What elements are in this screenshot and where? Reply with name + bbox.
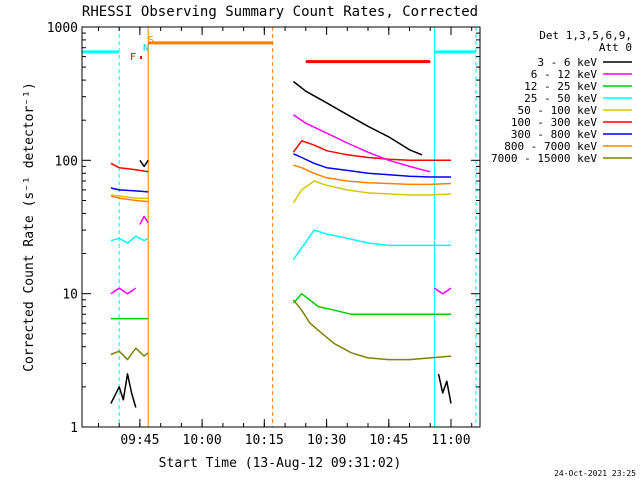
series-segment [110,235,149,244]
legend-entry-label: 800 - 7000 keV [504,140,597,153]
chart-title: RHESSI Observing Summary Count Rates, Co… [82,4,478,20]
x-axis-label: Start Time (13-Aug-12 09:31:02) [159,456,402,471]
x-tick-label: 09:45 [120,433,159,448]
series-segment [110,162,149,173]
flag-marker [140,56,142,59]
series-segment [293,153,451,178]
series-segment [110,347,149,361]
series-segment [293,164,452,186]
plot-marks [81,27,477,427]
series-segment [110,187,149,193]
series-segment [110,194,149,199]
series-segment [110,287,137,295]
series-segment [292,180,452,204]
y-axis-label: Corrected Count Rate (s⁻¹ detector⁻¹) [22,82,37,372]
series-segment [437,373,452,404]
series-segment [139,159,149,168]
x-tick-label: 10:00 [183,433,222,448]
legend-entry-label: 12 - 25 keV [524,80,597,93]
flag-label-n: N [143,43,149,54]
legend-entry-label: 3 - 6 keV [537,56,597,69]
series-segment [433,287,452,295]
legend-header-line-1: Det 1,3,5,6,9, [539,29,632,42]
y-axis: 1 10 100 1000 [47,21,480,436]
x-axis: 09:45 10:00 10:15 10:30 10:45 11:00 [98,27,473,448]
legend-entry-label: 300 - 800 keV [511,128,597,141]
legend-entry-label: 50 - 100 keV [518,104,598,117]
series-25-50-kev [110,229,451,261]
y-tick-label: 100 [55,154,78,169]
series-6-12-kev [110,114,452,295]
y-tick-label: 1000 [47,21,78,36]
y-tick-label: 1 [70,421,78,436]
plot-frame [81,26,481,428]
series-7000-15000-kev [110,299,452,361]
legend-entry-label: 7000 - 15000 keV [491,152,597,165]
flag-label-s: S [148,35,154,46]
series-segment [292,114,431,173]
footer-timestamp: 24-Oct-2021 23:25 [554,469,636,478]
y-tick-label: 10 [62,288,78,303]
legend-entry-label: 6 - 12 keV [531,68,598,81]
series-12-25-kev [110,292,451,320]
legend-entry-label: 25 - 50 keV [524,92,597,105]
series-segment [292,80,423,156]
series-segment [110,195,149,203]
x-tick-label: 10:30 [307,433,346,448]
series-3-6-kev [110,80,452,408]
series-segment [292,299,452,361]
series-800-7000-kev [110,164,452,203]
series-segment [292,292,451,316]
series-segment [292,140,451,162]
flag-label-f: F [130,52,136,63]
series-100-300-kev [110,140,451,173]
legend-entry-label: 100 - 300 keV [511,116,597,129]
x-tick-label: 11:00 [431,433,470,448]
x-tick-label: 10:45 [369,433,408,448]
series-segment [139,215,149,225]
series-50-100-kev [110,180,452,204]
legend-header-line-2: Att 0 [599,41,632,54]
series-segment [292,229,451,261]
x-tick-label: 10:15 [245,433,284,448]
series-segment [110,373,137,408]
flag-labels: F N S [130,35,154,63]
series-300-800-kev [110,153,451,193]
